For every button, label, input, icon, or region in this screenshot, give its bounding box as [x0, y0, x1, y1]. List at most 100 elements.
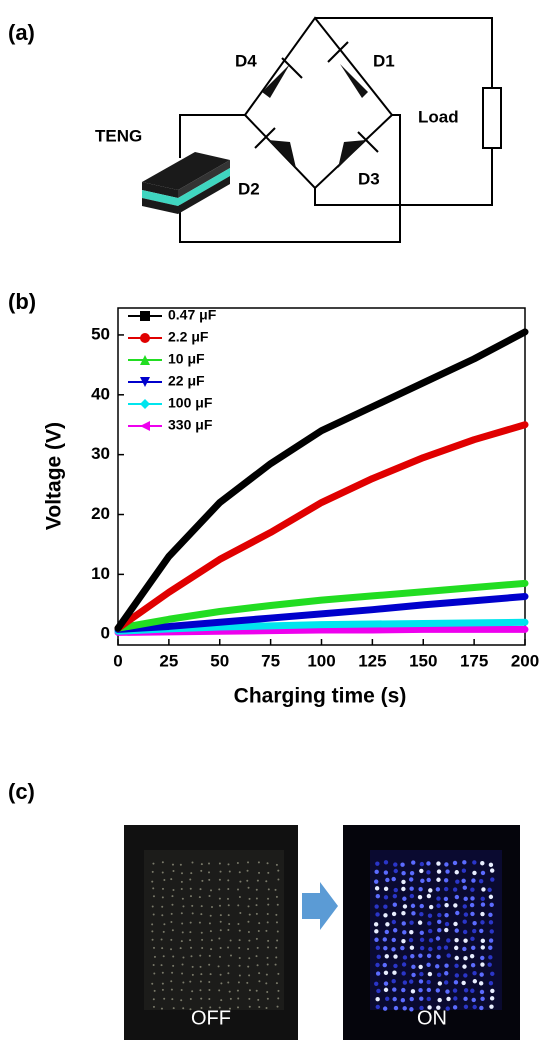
led — [153, 955, 156, 958]
led — [436, 869, 442, 874]
led — [375, 962, 380, 968]
led — [436, 861, 441, 866]
led — [181, 963, 184, 966]
arrow — [302, 882, 338, 930]
led — [266, 921, 269, 924]
led — [199, 980, 202, 983]
led — [255, 989, 258, 992]
led — [152, 895, 155, 898]
led — [393, 954, 398, 959]
led — [247, 905, 250, 908]
led — [383, 860, 389, 865]
led — [455, 879, 460, 884]
led — [428, 938, 434, 943]
led — [382, 962, 387, 968]
led — [229, 954, 232, 957]
led — [266, 963, 269, 966]
led — [454, 963, 459, 968]
led — [229, 997, 232, 1000]
led — [480, 945, 485, 950]
circuit — [142, 16, 502, 243]
led — [276, 930, 279, 933]
led — [266, 956, 269, 959]
led — [490, 988, 495, 994]
led — [246, 981, 249, 984]
led — [472, 928, 477, 934]
led — [382, 1006, 388, 1011]
led — [391, 876, 396, 882]
led — [454, 945, 459, 951]
led — [180, 989, 183, 992]
legend-label: 100 μF — [168, 395, 213, 411]
led — [445, 989, 450, 994]
led — [248, 897, 251, 900]
led — [199, 888, 202, 891]
led — [276, 939, 279, 942]
led — [410, 953, 415, 959]
led — [277, 878, 280, 881]
led — [189, 921, 192, 924]
led — [189, 1008, 192, 1011]
led — [180, 912, 183, 915]
led — [417, 894, 423, 900]
led — [409, 886, 414, 891]
led — [481, 887, 486, 892]
led — [463, 938, 468, 943]
led — [436, 919, 442, 925]
led — [247, 947, 250, 950]
led — [427, 913, 433, 918]
led — [409, 996, 414, 1002]
led — [209, 1006, 212, 1009]
led — [437, 981, 443, 986]
led — [277, 972, 280, 975]
led — [227, 964, 230, 967]
led — [220, 999, 223, 1002]
led — [462, 946, 467, 952]
led — [392, 996, 397, 1002]
led — [426, 953, 432, 959]
led — [419, 996, 424, 1001]
led — [172, 955, 175, 958]
x-tick-label: 150 — [409, 651, 437, 670]
led — [444, 963, 449, 968]
led — [454, 894, 460, 900]
led — [384, 954, 389, 959]
led — [209, 930, 212, 933]
led — [373, 922, 379, 927]
led — [385, 922, 390, 927]
led — [392, 987, 397, 992]
led — [428, 888, 433, 893]
led — [266, 990, 269, 993]
led — [208, 862, 211, 865]
led — [437, 928, 442, 933]
diode-label: D2 — [238, 179, 260, 198]
led — [200, 869, 203, 872]
led — [255, 937, 258, 940]
led — [277, 997, 280, 1000]
led — [462, 964, 467, 969]
led — [375, 894, 381, 899]
led — [256, 879, 259, 882]
led — [375, 861, 380, 866]
legend-label: 22 μF — [168, 373, 205, 389]
led — [446, 938, 451, 943]
led — [488, 912, 493, 918]
led — [402, 955, 408, 960]
led — [170, 912, 173, 915]
led — [426, 987, 432, 993]
led — [480, 861, 485, 866]
led — [238, 929, 241, 932]
led — [444, 912, 449, 918]
led — [208, 981, 211, 984]
led — [375, 945, 381, 951]
led — [163, 997, 166, 1000]
led — [248, 957, 251, 960]
led — [239, 880, 242, 883]
led — [227, 888, 230, 891]
led — [170, 920, 173, 923]
led — [152, 998, 155, 1001]
led — [480, 911, 485, 917]
led — [488, 945, 493, 950]
led — [151, 905, 154, 908]
led — [181, 931, 184, 934]
